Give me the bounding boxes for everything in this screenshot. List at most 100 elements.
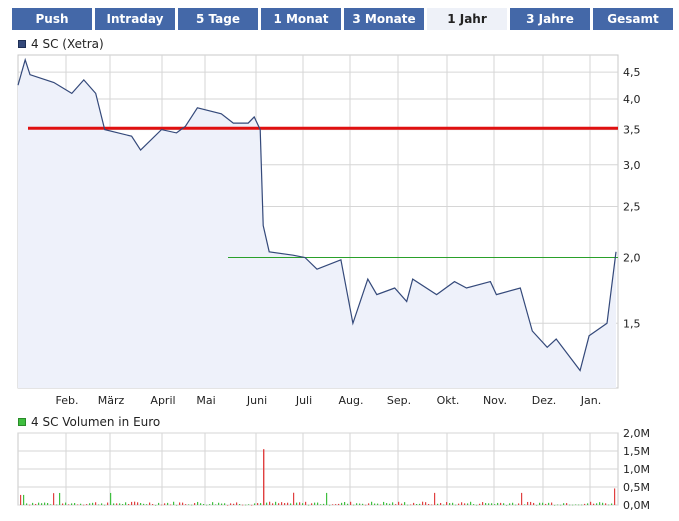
volume-bar	[434, 492, 436, 505]
volume-bar	[443, 504, 445, 506]
volume-bar	[20, 494, 22, 505]
volume-bar	[560, 504, 562, 506]
volume-y-tick-label: 0,0M	[623, 499, 650, 512]
volume-bar	[593, 503, 595, 505]
volume-bar	[479, 503, 481, 505]
volume-bar	[200, 503, 202, 505]
volume-bar	[236, 502, 238, 505]
volume-bar	[278, 503, 280, 505]
volume-bar	[326, 492, 328, 505]
volume-y-tick-label: 2,0M	[623, 427, 650, 440]
tab-intraday[interactable]: Intraday	[95, 8, 175, 30]
volume-bar	[290, 503, 292, 505]
volume-bar	[257, 503, 259, 505]
volume-bar	[395, 504, 397, 505]
volume-bar	[419, 503, 421, 505]
tab-gesamt[interactable]: Gesamt	[593, 8, 673, 30]
volume-bar	[170, 504, 172, 506]
volume-bar	[227, 504, 229, 506]
tab-push[interactable]: Push	[12, 8, 92, 30]
volume-bar	[101, 503, 103, 505]
volume-bar	[89, 503, 91, 505]
volume-bar	[602, 502, 604, 505]
volume-bar	[398, 501, 400, 505]
tab-3-jahre[interactable]: 3 Jahre	[510, 8, 590, 30]
volume-bar	[446, 502, 448, 505]
volume-bar	[422, 501, 424, 505]
volume-bar	[332, 504, 334, 505]
tab-3-monate[interactable]: 3 Monate	[344, 8, 424, 30]
volume-bar	[578, 504, 580, 506]
volume-bar	[182, 502, 184, 505]
tab-1-jahr[interactable]: 1 Jahr	[427, 8, 507, 30]
volume-bar	[299, 502, 301, 505]
volume-bar	[308, 504, 310, 506]
volume-bar	[185, 504, 187, 505]
volume-bar	[320, 504, 322, 505]
volume-bar	[575, 504, 577, 506]
volume-bar-spike	[263, 449, 265, 505]
volume-bar	[500, 502, 502, 505]
volume-bar	[533, 502, 535, 505]
volume-bar	[404, 502, 406, 505]
volume-bar	[536, 504, 538, 506]
x-tick-label: Juli	[295, 394, 312, 407]
volume-bar	[485, 503, 487, 505]
volume-bar	[359, 503, 361, 505]
volume-bar	[293, 492, 295, 505]
volume-bar	[44, 502, 46, 505]
volume-bar	[302, 503, 304, 505]
volume-bar	[203, 503, 205, 505]
price-series-line	[17, 57, 617, 372]
volume-bar	[119, 503, 121, 505]
x-tick-label: Juni	[246, 394, 267, 407]
volume-bar	[38, 502, 40, 505]
volume-bar	[491, 503, 493, 505]
volume-bar	[605, 503, 607, 505]
timeframe-tabs: Push Intraday 5 Tage 1 Monat 3 Monate 1 …	[12, 8, 676, 30]
volume-bar	[425, 502, 427, 505]
volume-bar	[596, 503, 598, 505]
y-tick-label: 1,5	[623, 317, 641, 330]
volume-bar	[77, 504, 79, 506]
volume-bar	[611, 503, 613, 505]
volume-bar	[455, 504, 457, 506]
volume-bar	[254, 503, 256, 505]
volume-bar	[128, 504, 130, 505]
volume-bar	[71, 503, 73, 505]
volume-bar	[503, 503, 505, 505]
volume-bar	[59, 492, 61, 505]
volume-y-tick-label: 1,0M	[623, 463, 650, 476]
volume-bar	[473, 504, 475, 505]
volume-bar	[164, 503, 166, 505]
volume-y-tick-label: 1,5M	[623, 445, 650, 458]
volume-bar	[545, 503, 547, 505]
volume-bar	[563, 503, 565, 505]
volume-bar	[50, 504, 52, 505]
x-tick-label: April	[150, 394, 175, 407]
volume-bar	[281, 502, 283, 505]
volume-bar	[218, 502, 220, 505]
volume-bar	[161, 504, 163, 506]
volume-bar	[125, 502, 127, 505]
volume-bar	[350, 501, 352, 505]
volume-bar	[173, 501, 175, 505]
volume-bar	[461, 502, 463, 505]
volume-bar	[386, 503, 388, 505]
volume-bar	[413, 502, 415, 505]
volume-bar	[482, 502, 484, 505]
tab-5-tage[interactable]: 5 Tage	[178, 8, 258, 30]
x-tick-label: Sep.	[387, 394, 411, 407]
volume-bar	[317, 502, 319, 505]
volume-bar	[569, 504, 571, 506]
volume-bar	[248, 504, 250, 505]
price-legend: 4 SC (Xetra)	[18, 37, 104, 51]
volume-bar	[224, 503, 226, 505]
volume-bar	[314, 502, 316, 505]
tab-1-monat[interactable]: 1 Monat	[261, 8, 341, 30]
volume-bar	[338, 503, 340, 505]
volume-bar	[134, 501, 136, 505]
volume-bar	[590, 501, 592, 505]
volume-bar	[110, 492, 112, 505]
volume-bar	[515, 504, 517, 506]
